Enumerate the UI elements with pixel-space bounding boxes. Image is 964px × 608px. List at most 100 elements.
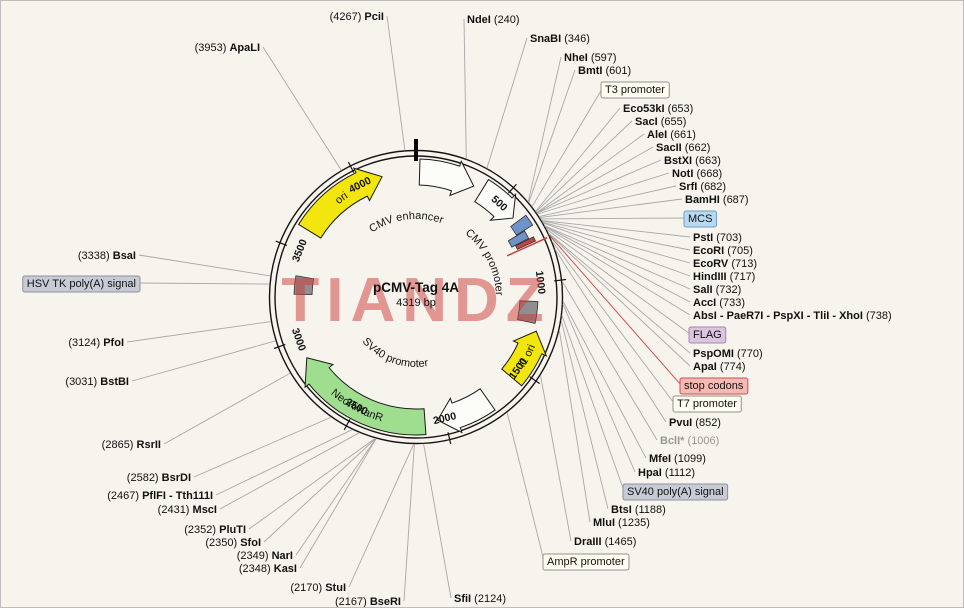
site-label-sfii: SfiI (2124) [454, 593, 506, 605]
site-label-bseri: (2167) BseRI [335, 596, 401, 607]
site-label-bsrdi: (2582) BsrDI [127, 472, 191, 484]
tick-2500 [343, 419, 351, 431]
callout-bstbi [131, 340, 276, 382]
callout-psti [541, 219, 691, 238]
site-label-saci: SacI (655) [635, 116, 686, 128]
tick-label-2000: 2000 [432, 410, 458, 427]
svg-text:stop codons: stop codons [684, 380, 744, 392]
feature-sv40-polya-block [517, 300, 539, 324]
callout-mfei [562, 300, 647, 459]
site-label-nhei: NheI (597) [564, 52, 617, 64]
svg-text:BclI* (1006): BclI* (1006) [660, 435, 719, 447]
svg-text:BtsI (1188): BtsI (1188) [611, 504, 666, 516]
site-label-sv40-poly-a-signal: SV40 poly(A) signal [622, 483, 729, 501]
callout-sacii [536, 146, 654, 214]
callout-t7-promoter [551, 240, 675, 404]
callout-sv40-poly-a-signal [561, 315, 625, 492]
svg-text:SrfI (682): SrfI (682) [679, 181, 726, 193]
site-label-flag: FLAG [688, 326, 727, 344]
callout-apai [548, 233, 691, 367]
svg-text:HSV TK poly(A) signal: HSV TK poly(A) signal [27, 278, 136, 290]
callout-rsrii [163, 372, 291, 445]
site-label-mfei: MfeI (1099) [649, 453, 706, 465]
site-label-pfoi: (3124) PfoI [68, 337, 124, 349]
callout-stop-codons [549, 235, 682, 386]
svg-text:(2582) BsrDI: (2582) BsrDI [127, 472, 191, 484]
svg-text:SalI (732): SalI (732) [693, 284, 741, 296]
callout-stui [348, 443, 415, 588]
svg-text:(2467) PflFI - Tth111I: (2467) PflFI - Tth111I [107, 490, 213, 502]
callout-ecorv [542, 221, 691, 264]
svg-text:SfiI (2124): SfiI (2124) [454, 593, 506, 605]
callout-alei [536, 133, 645, 214]
callout-t3-promoter [531, 88, 603, 207]
callout-apali [262, 46, 342, 171]
site-label-pluti: (2352) PluTI [184, 524, 246, 536]
tick-3000 [273, 343, 286, 350]
svg-text:SacII (662): SacII (662) [656, 142, 710, 154]
watermark: TIANDZ [281, 266, 550, 335]
callout-pvui [554, 248, 667, 423]
callout-flag [546, 228, 691, 335]
callout-srfi [538, 185, 677, 218]
site-label-pflfi-tth111i: (2467) PflFI - Tth111I [107, 490, 213, 502]
svg-text:SacI (655): SacI (655) [635, 116, 686, 128]
svg-text:T3 promoter: T3 promoter [605, 84, 665, 96]
site-label-hpai: HpaI (1112) [638, 467, 695, 479]
callout-absi-paer7i-pspxi-tlii-xhoi [544, 226, 691, 316]
callout-bsai [138, 254, 271, 277]
callout-mcs [540, 217, 686, 220]
svg-text:(2431) MscI: (2431) MscI [158, 504, 217, 516]
tick-500 [507, 183, 517, 194]
tick-3500 [275, 240, 288, 247]
site-label-pspomi: PspOMI (770) [693, 348, 763, 360]
tick-1000 [554, 278, 567, 282]
feature-neor-kanr [304, 357, 427, 436]
svg-text:FLAG: FLAG [693, 329, 722, 341]
site-label-apali: (3953) ApaLI [195, 42, 260, 54]
callout-bsrdi [193, 416, 332, 478]
svg-text:BmtI (601): BmtI (601) [578, 65, 631, 77]
feature-stop-codons-tick [506, 237, 548, 257]
callout-saci [535, 120, 633, 213]
svg-text:(2349) NarI: (2349) NarI [237, 550, 293, 562]
svg-text:MCS: MCS [688, 213, 712, 225]
site-label-rsrii: (2865) RsrII [102, 439, 161, 451]
feature-flag-block [515, 236, 537, 250]
svg-text:HindIII (717): HindIII (717) [693, 271, 755, 283]
site-label-hindiii: HindIII (717) [693, 271, 755, 283]
svg-text:MluI (1235): MluI (1235) [593, 517, 650, 529]
svg-text:DraIII (1465): DraIII (1465) [574, 536, 636, 548]
svg-text:NotI (668): NotI (668) [672, 168, 722, 180]
tick-2000 [447, 432, 452, 445]
feature-cmv-enhancer [418, 158, 475, 197]
site-label-alei: AleI (661) [647, 129, 696, 141]
site-label-acci: AccI (733) [693, 297, 745, 309]
callout-pcii [386, 15, 406, 151]
site-label-t3-promoter: T3 promoter [600, 81, 670, 99]
site-label-sfoi: (2350) SfoI [205, 537, 261, 549]
site-label-sacii: SacII (662) [656, 142, 710, 154]
svg-text:EcoRI (705): EcoRI (705) [693, 245, 753, 257]
feature-mcs-block-b [507, 230, 530, 248]
svg-text:PvuI (852): PvuI (852) [669, 417, 721, 429]
site-label-eco53ki: Eco53kI (653) [623, 103, 693, 115]
callout-pspomi [548, 232, 691, 354]
site-label-ecori: EcoRI (705) [693, 245, 753, 257]
svg-text:HpaI (1112): HpaI (1112) [638, 467, 695, 479]
feature-label-cmv-enhancer: CMV enhancer [367, 210, 445, 235]
callout-sfii [423, 443, 452, 599]
svg-text:(3031) BstBI: (3031) BstBI [65, 376, 129, 388]
callout-noti [537, 172, 670, 215]
site-label-snabi: SnaBI (346) [530, 33, 590, 45]
svg-text:NdeI (240): NdeI (240) [467, 14, 520, 26]
site-label-stui: (2170) StuI [290, 582, 346, 594]
callout-ampr-promoter [506, 412, 545, 562]
svg-text:(2350) SfoI: (2350) SfoI [205, 537, 261, 549]
callout-bseri [403, 443, 415, 602]
callout-hindiii [542, 222, 691, 277]
svg-text:ApaI (774): ApaI (774) [693, 361, 746, 373]
svg-text:(3953) ApaLI: (3953) ApaLI [195, 42, 260, 54]
site-label-draiii: DraIII (1465) [574, 536, 636, 548]
